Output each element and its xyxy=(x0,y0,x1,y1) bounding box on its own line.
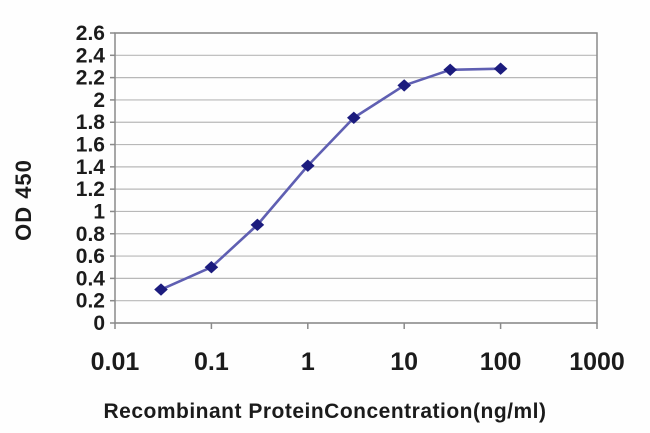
data-point-marker xyxy=(443,63,457,77)
plot-frame xyxy=(114,32,598,324)
y-tick-label: 1.2 xyxy=(76,178,105,201)
data-point-marker xyxy=(154,283,168,296)
x-tick-label: 0.1 xyxy=(194,348,229,376)
y-tick-label: 1.6 xyxy=(76,134,105,157)
y-tick-label: 2 xyxy=(93,89,105,112)
data-point-marker xyxy=(397,79,411,92)
y-tick-label: 0.2 xyxy=(76,290,105,313)
y-tick-label: 1.8 xyxy=(76,111,106,134)
y-axis-title: OD 450 xyxy=(11,159,36,241)
y-tick-label: 0.4 xyxy=(76,267,106,290)
data-point-marker xyxy=(301,159,315,172)
y-tick-label: 1 xyxy=(93,200,105,223)
data-line xyxy=(160,67,501,291)
y-tick-label: 2.4 xyxy=(76,44,106,67)
y-tick-label: 0.6 xyxy=(76,245,105,268)
data-point-marker xyxy=(346,111,361,124)
y-tick-label: 1.4 xyxy=(76,156,106,179)
data-point-marker xyxy=(204,261,219,274)
x-axis-title: Recombinant ProteinConcentration(ng/ml) xyxy=(103,400,547,423)
data-point-marker xyxy=(493,62,508,75)
y-tick-label: 0 xyxy=(93,312,105,335)
y-tick-label: 0.8 xyxy=(76,223,106,246)
x-tick-label: 100 xyxy=(480,348,522,376)
x-tick-label: 1 xyxy=(301,348,315,376)
x-tick-label: 1000 xyxy=(569,348,625,376)
x-tick-label: 0.01 xyxy=(91,348,140,376)
y-tick-label: 2.6 xyxy=(76,22,105,45)
x-tick-label: 10 xyxy=(390,348,418,376)
data-point-marker xyxy=(250,218,265,232)
y-tick-label: 2.2 xyxy=(76,67,105,90)
